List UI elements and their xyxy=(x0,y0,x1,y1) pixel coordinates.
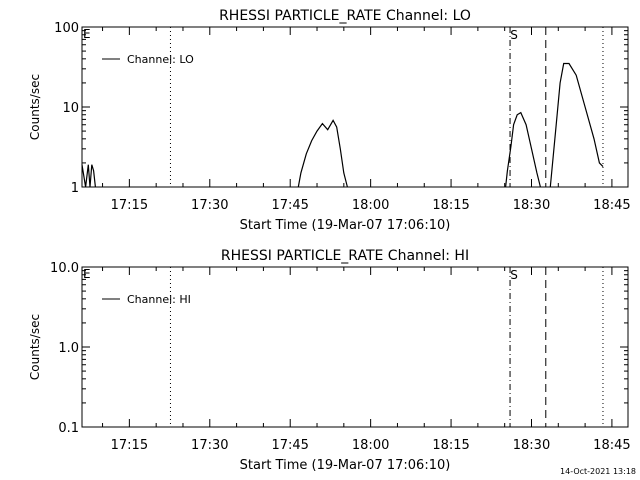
y-tick-label: 100 xyxy=(54,21,79,36)
y-tick-label: 1.0 xyxy=(58,341,79,356)
x-axis-label: Start Time (19-Mar-07 17:06:10) xyxy=(240,458,451,473)
x-tick-label: 18:45 xyxy=(593,198,630,213)
x-tick-label: 18:00 xyxy=(352,198,389,213)
y-tick-label: 10 xyxy=(62,101,79,116)
x-tick-label: 17:45 xyxy=(271,198,308,213)
marker-label: S xyxy=(510,268,518,282)
chart-title: RHESSI PARTICLE_RATE Channel: LO xyxy=(219,8,471,24)
x-tick-label: 18:45 xyxy=(593,438,630,453)
legend-label: Channel: HI xyxy=(127,293,191,306)
y-tick-label: 10.0 xyxy=(50,261,79,276)
y-axis-label: Counts/sec xyxy=(28,314,42,380)
x-tick-label: 17:30 xyxy=(191,438,228,453)
y-tick-label: 0.1 xyxy=(58,421,79,436)
series-line xyxy=(81,164,96,188)
x-tick-label: 17:15 xyxy=(111,198,148,213)
y-tick-label: 1 xyxy=(71,181,79,196)
x-tick-label: 18:15 xyxy=(432,198,469,213)
corner-flag: E xyxy=(83,267,91,281)
series-line xyxy=(505,111,541,188)
series-line xyxy=(549,62,604,188)
y-axis-label: Counts/sec xyxy=(28,74,42,140)
x-tick-label: 18:30 xyxy=(513,198,550,213)
chart-title: RHESSI PARTICLE_RATE Channel: HI xyxy=(221,248,469,264)
x-axis-label: Start Time (19-Mar-07 17:06:10) xyxy=(240,218,451,233)
series-line xyxy=(297,119,348,188)
legend-label: Channel: LO xyxy=(127,53,194,66)
x-tick-label: 17:45 xyxy=(271,438,308,453)
x-tick-label: 17:15 xyxy=(111,438,148,453)
x-tick-label: 18:00 xyxy=(352,438,389,453)
date-stamp: 14-Oct-2021 13:18 xyxy=(560,467,636,476)
x-tick-label: 17:30 xyxy=(191,198,228,213)
x-tick-label: 18:15 xyxy=(432,438,469,453)
corner-flag: E xyxy=(83,27,91,41)
x-tick-label: 18:30 xyxy=(513,438,550,453)
marker-label: S xyxy=(510,28,518,42)
